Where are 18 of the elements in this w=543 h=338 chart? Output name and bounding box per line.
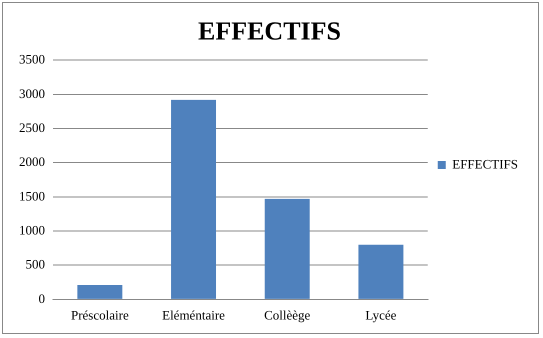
bar xyxy=(171,100,216,299)
bar xyxy=(264,198,310,299)
chart-title: EFFECTIFS xyxy=(198,16,342,46)
legend-label: EFFECTIFS xyxy=(452,156,518,172)
x-tick-label: Collèège xyxy=(264,308,311,323)
y-tick-label: 1000 xyxy=(19,222,45,238)
bar xyxy=(358,244,404,299)
y-tick-label: 3500 xyxy=(19,52,45,67)
y-tick-label: 2500 xyxy=(19,120,45,135)
y-tick-label: 0 xyxy=(38,290,45,306)
y-tick-label: 500 xyxy=(26,256,45,272)
x-tick-label: Eléméntaire xyxy=(162,308,226,323)
y-tick-label: 2000 xyxy=(19,154,45,170)
x-tick-label: Lycée xyxy=(365,308,397,323)
y-tick-label: 1500 xyxy=(19,188,45,204)
x-tick-label: Préscolaire xyxy=(70,308,129,323)
bar xyxy=(77,285,122,299)
y-tick-label: 3000 xyxy=(19,86,45,101)
